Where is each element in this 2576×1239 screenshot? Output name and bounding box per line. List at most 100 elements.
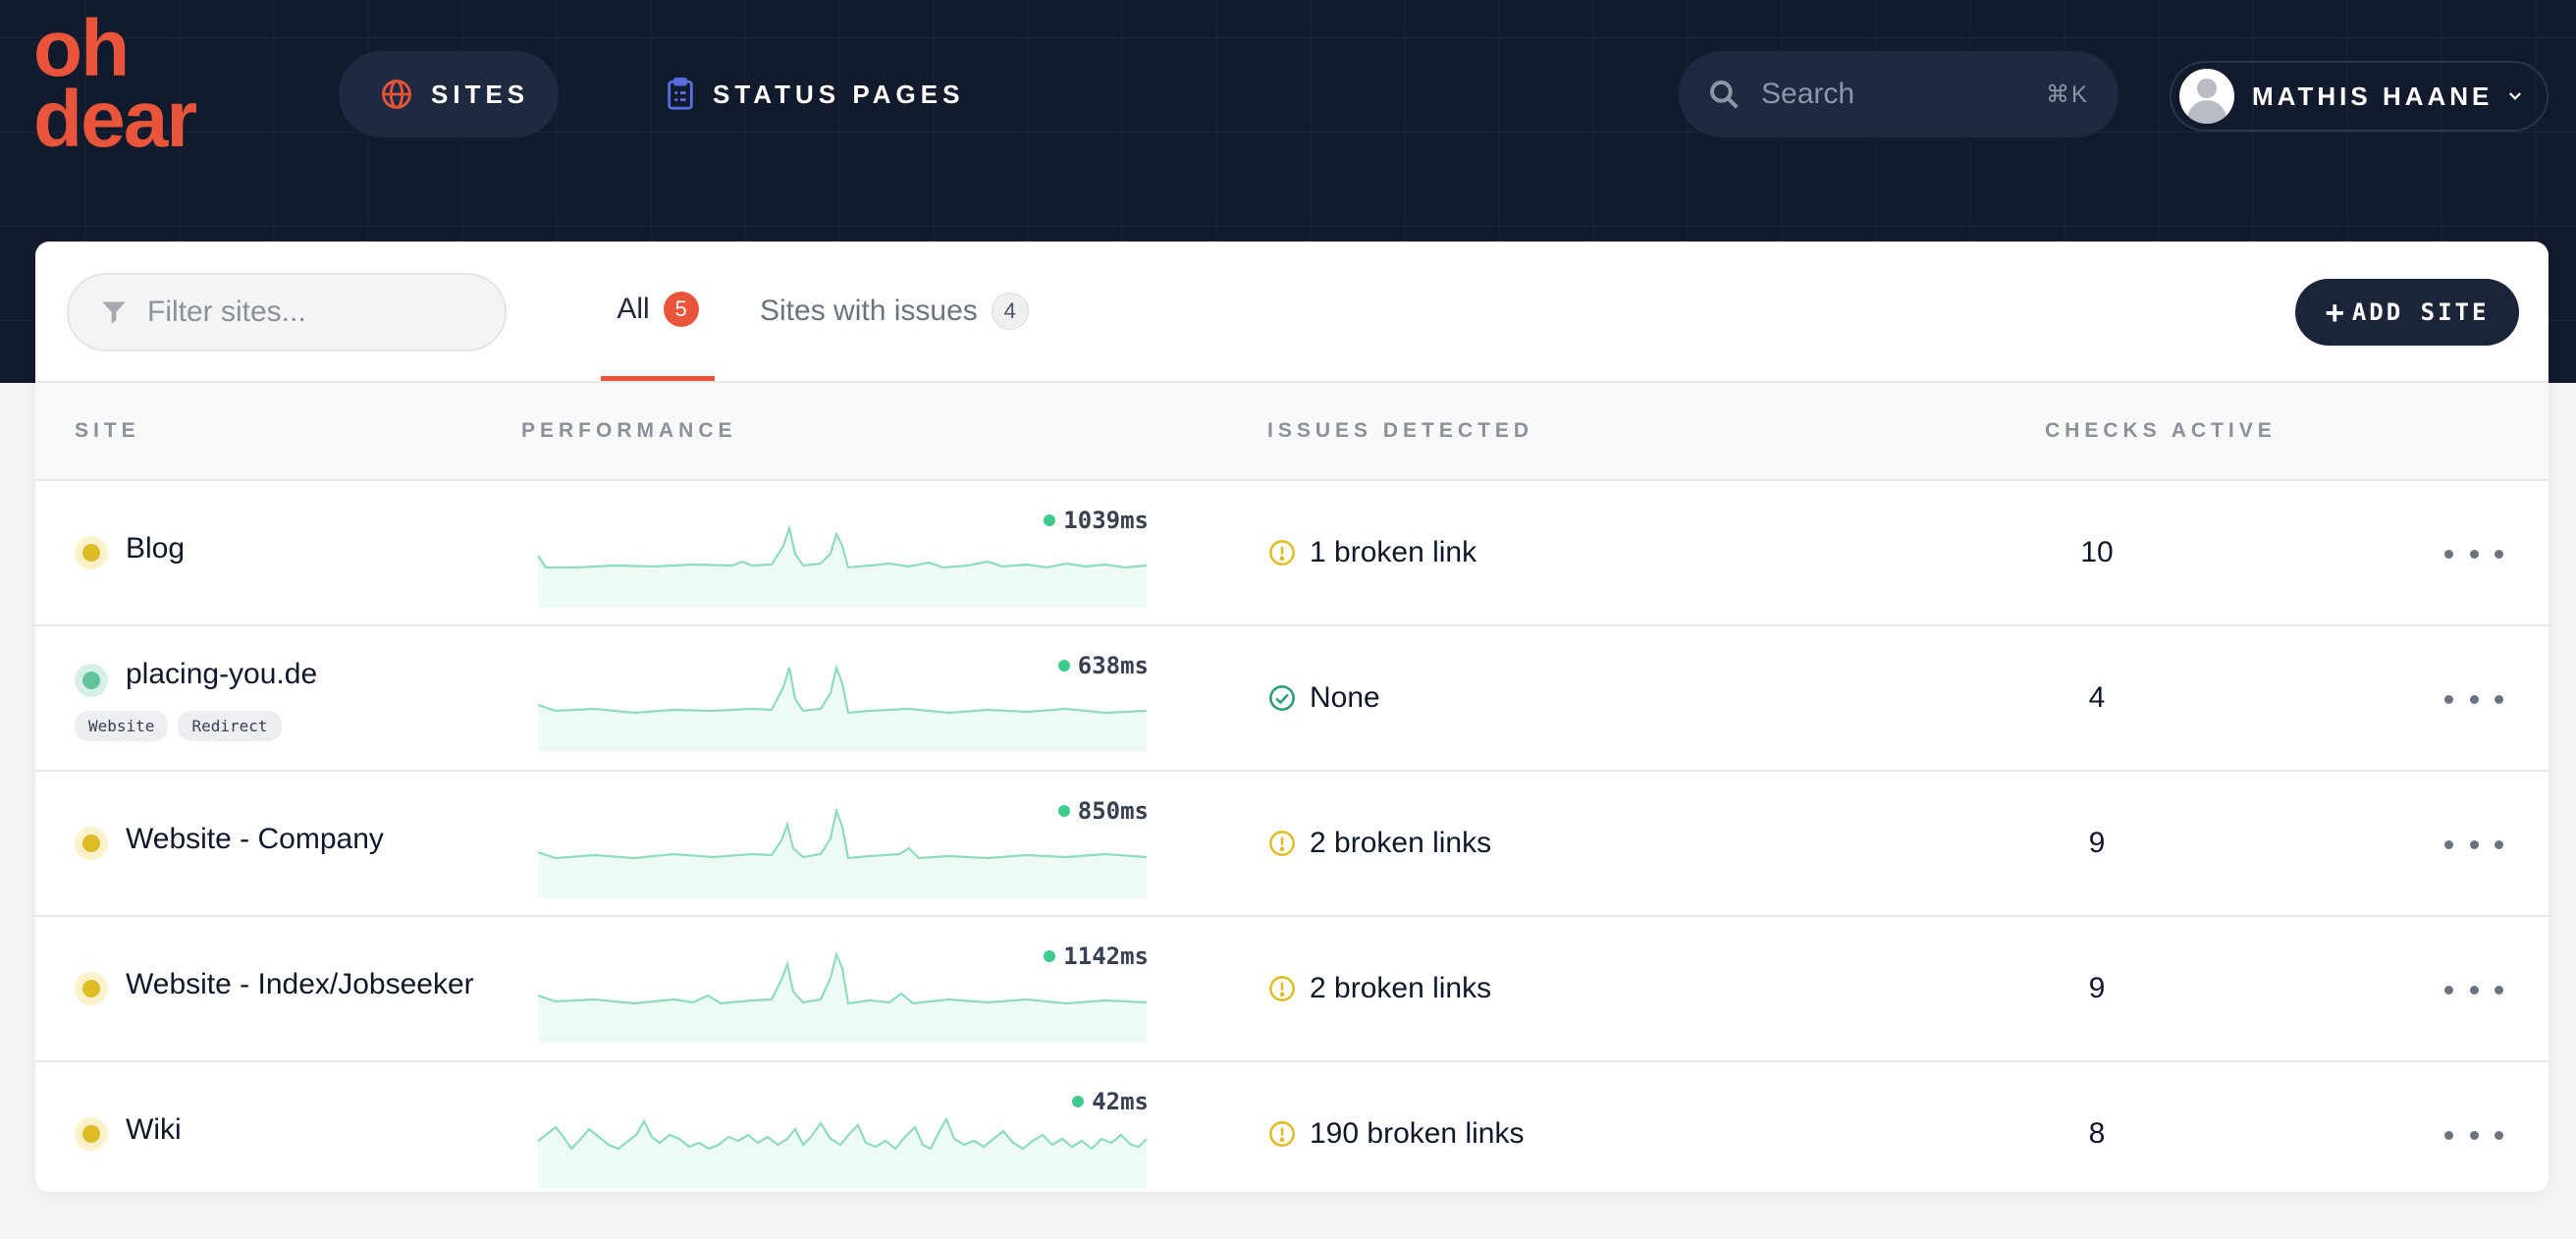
tab-issues-count: 4 <box>991 293 1029 330</box>
issues-detected[interactable]: 2 broken links <box>1268 827 1491 860</box>
add-site-label: ADD SITE <box>2351 298 2490 326</box>
response-time-value: 1039ms <box>1063 507 1149 534</box>
sparkline-chart <box>537 664 1148 752</box>
column-header-issues[interactable]: ISSUES DETECTED <box>1267 419 1534 442</box>
search-input[interactable]: Search ⌘K <box>1679 51 2119 137</box>
table-row[interactable]: Website - Index/Jobseeker 1142ms 2 broken … <box>35 917 2549 1062</box>
performance-sparkline: 638ms <box>536 644 1149 752</box>
response-time: 638ms <box>1057 652 1149 679</box>
response-time: 850ms <box>1057 797 1149 825</box>
table-row[interactable]: Wiki 42ms 190 broken links 8 <box>35 1062 2549 1192</box>
tab-all[interactable]: All 5 <box>601 242 715 381</box>
issues-text: 2 broken links <box>1310 827 1492 859</box>
warning-circle-icon <box>1269 1121 1295 1147</box>
nav-status-pages-label: STATUS PAGES <box>713 79 965 109</box>
checks-active-count: 10 <box>2080 536 2114 568</box>
tab-all-count: 5 <box>663 291 699 327</box>
add-site-button[interactable]: + ADD SITE <box>2295 279 2519 346</box>
site-name-link[interactable]: Website - Company <box>126 823 384 855</box>
performance-sparkline: 42ms <box>536 1080 1149 1188</box>
nav-sites-label: SITES <box>431 79 530 109</box>
top-navigation-bar: oh dear SITES STATUS PAGES Search ⌘K MAT… <box>0 0 2576 383</box>
filter-icon <box>102 301 126 324</box>
response-time-dot <box>1072 1096 1085 1107</box>
issues-detected[interactable]: 190 broken links <box>1268 1117 1524 1151</box>
sites-table-body: Blog 1039ms 1 broken link 10 placing-you.de W… <box>35 481 2549 1192</box>
search-icon <box>1710 81 1739 109</box>
response-time-dot <box>1044 514 1056 526</box>
site-status-indicator <box>75 827 108 860</box>
tab-sites-with-issues[interactable]: Sites with issues 4 <box>760 242 1045 381</box>
row-actions-menu-icon[interactable] <box>2444 970 2503 1009</box>
site-status-indicator <box>75 536 108 569</box>
response-time-value: 1142ms <box>1063 943 1149 970</box>
column-header-performance[interactable]: PERFORMANCE <box>521 419 737 442</box>
issues-text: None <box>1310 681 1380 714</box>
nav-sites[interactable]: SITES <box>339 51 559 137</box>
checks-active-count: 4 <box>2088 681 2106 714</box>
sites-card: Filter sites... All 5 Sites with issues … <box>35 242 2549 1192</box>
oh-dear-logo[interactable]: oh dear <box>33 4 197 164</box>
nav-status-pages[interactable]: STATUS PAGES <box>656 51 980 137</box>
site-status-indicator <box>75 664 108 697</box>
table-row[interactable]: placing-you.de Website Redirect 638ms None 4 <box>35 626 2549 772</box>
sparkline-chart <box>537 950 1148 1043</box>
issues-detected[interactable]: 1 broken link <box>1268 536 1476 569</box>
issues-text: 190 broken links <box>1310 1117 1525 1150</box>
row-actions-menu-icon[interactable] <box>2444 825 2503 864</box>
issues-detected[interactable]: 2 broken links <box>1268 972 1491 1005</box>
table-header: SITE PERFORMANCE ISSUES DETECTED CHECKS … <box>35 383 2549 481</box>
tab-all-label: All <box>617 292 650 325</box>
sparkline-chart <box>537 523 1148 607</box>
filter-placeholder: Filter sites... <box>147 296 306 328</box>
site-name-link[interactable]: placing-you.de <box>126 658 318 690</box>
clipboard-icon <box>668 78 693 110</box>
site-name-link[interactable]: Wiki <box>126 1113 182 1146</box>
tab-issues-label: Sites with issues <box>760 295 978 327</box>
issues-text: 1 broken link <box>1310 536 1477 568</box>
row-actions-menu-icon[interactable] <box>2444 1115 2503 1155</box>
site-status-indicator <box>75 1117 108 1151</box>
logo-line-2: dear <box>33 75 197 164</box>
checks-active-count: 9 <box>2088 972 2106 1004</box>
site-name-link[interactable]: Website - Index/Jobseeker <box>126 968 474 1000</box>
checks-active-count: 8 <box>2088 1117 2106 1150</box>
response-time-value: 42ms <box>1092 1088 1149 1115</box>
response-time-dot <box>1057 660 1070 672</box>
response-time-value: 638ms <box>1077 652 1149 679</box>
response-time: 1039ms <box>1044 507 1149 534</box>
issues-detected[interactable]: None <box>1268 681 1380 715</box>
site-name-link[interactable]: Blog <box>126 532 186 565</box>
column-header-checks[interactable]: CHECKS ACTIVE <box>2045 419 2277 442</box>
chevron-down-icon <box>2509 92 2522 100</box>
site-tags: Website Redirect <box>75 711 282 741</box>
site-tag[interactable]: Website <box>75 711 169 741</box>
performance-sparkline: 1142ms <box>536 935 1149 1043</box>
search-placeholder: Search <box>1761 78 1855 110</box>
search-shortcut: ⌘K <box>2045 81 2089 108</box>
globe-icon <box>382 80 411 109</box>
column-header-site[interactable]: SITE <box>75 419 140 442</box>
user-menu-button[interactable]: MATHIS HAANE <box>2170 61 2549 132</box>
avatar <box>2179 69 2234 124</box>
performance-sparkline: 1039ms <box>536 499 1149 607</box>
table-row[interactable]: Blog 1039ms 1 broken link 10 <box>35 481 2549 626</box>
warning-circle-icon <box>1269 976 1295 1001</box>
row-actions-menu-icon[interactable] <box>2444 679 2503 719</box>
site-tag[interactable]: Redirect <box>178 711 282 741</box>
filter-sites-input[interactable]: Filter sites... <box>67 273 507 351</box>
sparkline-chart <box>537 1116 1148 1188</box>
checks-active-count: 9 <box>2088 827 2106 859</box>
row-actions-menu-icon[interactable] <box>2444 534 2503 573</box>
check-circle-icon <box>1269 685 1295 711</box>
performance-sparkline: 850ms <box>536 789 1149 897</box>
plus-icon: + <box>2325 294 2344 331</box>
site-status-indicator <box>75 972 108 1005</box>
table-row[interactable]: Website - Company 850ms 2 broken links 9 <box>35 772 2549 917</box>
response-time-value: 850ms <box>1077 797 1149 825</box>
response-time-dot <box>1044 950 1056 962</box>
user-name: MATHIS HAANE <box>2252 81 2494 111</box>
warning-circle-icon <box>1269 540 1295 566</box>
logo-line-1: oh <box>33 4 130 93</box>
response-time: 42ms <box>1072 1088 1149 1115</box>
